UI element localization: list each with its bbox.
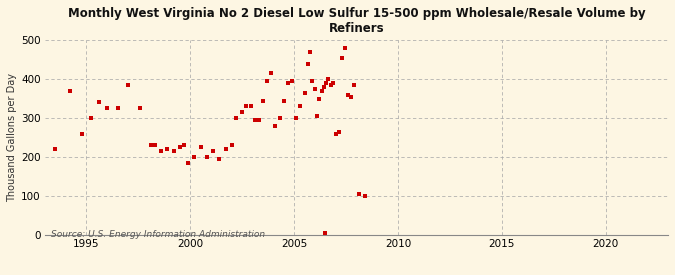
Point <box>325 83 336 87</box>
Point <box>320 230 331 235</box>
Text: Source: U.S. Energy Information Administration: Source: U.S. Energy Information Administ… <box>51 230 265 238</box>
Point <box>291 116 302 120</box>
Point <box>195 145 206 149</box>
Point <box>179 143 190 147</box>
Point <box>102 106 113 111</box>
Point <box>77 131 88 136</box>
Point <box>304 50 315 54</box>
Point <box>317 89 327 93</box>
Point <box>310 87 321 91</box>
Point <box>312 114 323 118</box>
Point <box>150 143 161 147</box>
Point <box>202 155 213 159</box>
Point <box>183 161 194 165</box>
Point <box>249 118 260 122</box>
Point <box>262 79 273 83</box>
Point <box>353 192 364 196</box>
Point <box>208 149 219 153</box>
Point <box>175 145 186 149</box>
Point <box>189 155 200 159</box>
Point <box>323 77 334 81</box>
Point <box>321 81 331 85</box>
Point <box>50 147 61 151</box>
Point <box>123 83 134 87</box>
Point <box>330 131 341 136</box>
Point <box>85 116 96 120</box>
Point <box>156 149 167 153</box>
Title: Monthly West Virginia No 2 Diesel Low Sulfur 15-500 ppm Wholesale/Resale Volume : Monthly West Virginia No 2 Diesel Low Su… <box>68 7 645 35</box>
Point <box>214 157 225 161</box>
Point <box>287 79 298 83</box>
Point <box>94 100 105 105</box>
Point <box>162 147 173 151</box>
Point <box>319 85 329 89</box>
Point <box>314 96 325 101</box>
Point <box>327 81 338 85</box>
Point <box>349 83 360 87</box>
Point <box>343 92 354 97</box>
Point <box>340 46 350 50</box>
Point <box>258 98 269 103</box>
Y-axis label: Thousand Gallons per Day: Thousand Gallons per Day <box>7 73 17 202</box>
Point <box>112 106 123 111</box>
Point <box>278 98 289 103</box>
Point <box>295 104 306 109</box>
Point <box>245 104 256 109</box>
Point <box>168 149 179 153</box>
Point <box>220 147 231 151</box>
Point <box>241 104 252 109</box>
Point <box>237 110 248 114</box>
Point <box>333 130 344 134</box>
Point <box>231 116 242 120</box>
Point <box>274 116 285 120</box>
Point <box>135 106 146 111</box>
Point <box>302 61 313 66</box>
Point <box>266 71 277 76</box>
Point <box>226 143 237 147</box>
Point <box>270 123 281 128</box>
Point <box>145 143 156 147</box>
Point <box>283 81 294 85</box>
Point <box>306 79 317 83</box>
Point <box>299 90 310 95</box>
Point <box>337 56 348 60</box>
Point <box>253 118 264 122</box>
Point <box>359 194 370 198</box>
Point <box>346 94 356 99</box>
Point <box>64 89 75 93</box>
